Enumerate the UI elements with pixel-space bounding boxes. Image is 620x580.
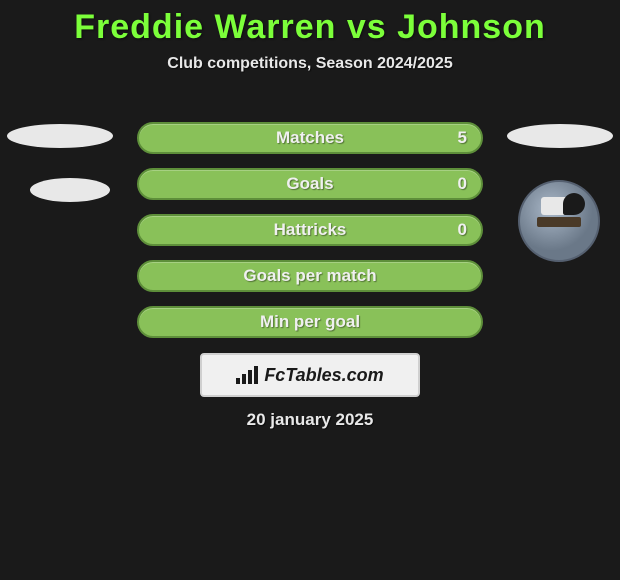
stat-row-hattricks: Hattricks 0 [137, 214, 483, 246]
stat-label: Matches [276, 128, 344, 148]
player-right-club-badge [518, 180, 600, 262]
stat-value: 5 [458, 128, 467, 148]
badge-shape [537, 217, 581, 227]
stat-label: Goals [286, 174, 333, 194]
stat-value: 0 [458, 220, 467, 240]
stat-row-min-per-goal: Min per goal [137, 306, 483, 338]
stat-label: Hattricks [274, 220, 347, 240]
stat-bars: Matches 5 Goals 0 Hattricks 0 Goals per … [137, 122, 483, 352]
stat-row-matches: Matches 5 [137, 122, 483, 154]
player-left-avatar-top [7, 124, 113, 148]
player-left-avatar-bottom [30, 178, 110, 202]
bar-chart-icon [236, 366, 258, 384]
player-right-avatar-top [507, 124, 613, 148]
stat-label: Goals per match [243, 266, 376, 286]
badge-shape [563, 193, 585, 215]
page-title: Freddie Warren vs Johnson [0, 0, 620, 47]
stat-value: 0 [458, 174, 467, 194]
generation-date: 20 january 2025 [0, 410, 620, 430]
brand-badge: FcTables.com [200, 353, 420, 397]
page-subtitle: Club competitions, Season 2024/2025 [0, 55, 620, 73]
stat-row-goals: Goals 0 [137, 168, 483, 200]
brand-text: FcTables.com [264, 365, 383, 386]
stat-label: Min per goal [260, 312, 360, 332]
stat-row-goals-per-match: Goals per match [137, 260, 483, 292]
